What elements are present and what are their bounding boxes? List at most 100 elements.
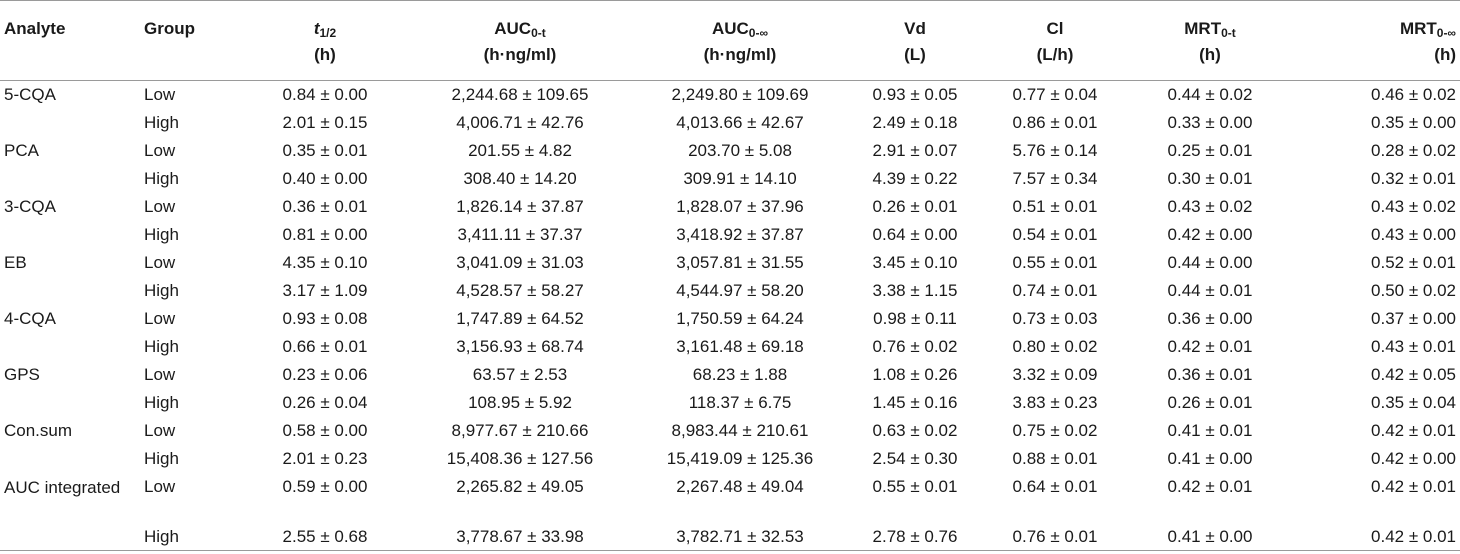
cell-auc-0inf: 2,249.80 ± 109.69 [671,85,809,104]
cell-auc-0t: 63.57 ± 2.53 [472,364,568,384]
cell-group: Low [144,308,176,328]
header-mrt-0t-main: MRT [1184,19,1222,38]
header-mrt-0t-sub: 0-t [1221,26,1236,40]
cell-mrt-0t: 0.36 ± 0.00 [1167,308,1253,328]
header-auc-0t: AUC0-t (h·ng/ml) [410,1,630,81]
cell-mrt-0t: 0.44 ± 0.02 [1167,85,1253,104]
cell-analyte: 3-CQA [4,196,56,216]
header-auc-0inf-sub: 0-∞ [748,26,769,40]
header-cl-main: Cl [1046,19,1064,38]
cell-analyte: PCA [4,140,39,160]
cell-auc-0t: 308.40 ± 14.20 [463,168,577,188]
cell-mrt-0inf: 0.43 ± 0.01 [1371,336,1456,356]
table-header: Analyte Group t1/2 (h) AUC0-t (h·ng/ml) … [0,0,1460,81]
cell-mrt-0t: 0.36 ± 0.01 [1167,364,1253,384]
cell-auc-0t: 2,244.68 ± 109.65 [451,85,589,104]
cell-mrt-0t: 0.42 ± 0.00 [1167,224,1253,244]
header-auc-0inf-main: AUC [711,19,749,38]
cell-auc-0t: 1,747.89 ± 64.52 [456,308,584,328]
header-auc-0t-title: AUC0-t [410,16,630,42]
header-mrt-0inf-sub: 0-∞ [1436,26,1456,40]
cell-group: High [144,392,179,412]
cell-analyte [0,389,140,417]
cell-t-half: 0.66 ± 0.01 [282,336,368,356]
table-row: 4-CQA Low 0.93 ± 0.08 1,747.89 ± 64.52 1… [0,305,1460,333]
cell-t-half: 0.59 ± 0.00 [282,476,368,496]
table-row: High 0.40 ± 0.00 308.40 ± 14.20 309.91 ±… [0,165,1460,193]
cell-analyte: EB [4,252,27,272]
cell-mrt-0inf: 0.52 ± 0.01 [1371,252,1456,272]
header-analyte: Analyte [0,1,140,81]
cell-t-half: 0.23 ± 0.06 [282,364,368,384]
cell-group: Low [144,364,176,384]
cell-mrt-0t: 0.44 ± 0.01 [1167,280,1253,300]
cell-cl: 0.86 ± 0.01 [1012,112,1098,132]
header-t-half-main: t [313,19,320,38]
table-row: GPS Low 0.23 ± 0.06 63.57 ± 2.53 68.23 ±… [0,361,1460,389]
cell-cl: 7.57 ± 0.34 [1012,168,1098,188]
cell-vd: 0.63 ± 0.02 [872,420,958,440]
cell-mrt-0inf: 0.35 ± 0.04 [1371,392,1456,412]
cell-vd: 0.98 ± 0.11 [873,308,957,328]
cell-mrt-0inf: 0.43 ± 0.02 [1371,196,1456,216]
cell-t-half: 0.58 ± 0.00 [282,420,368,440]
cell-t-half: 0.84 ± 0.00 [282,85,368,104]
cell-auc-0inf: 118.37 ± 6.75 [688,392,792,412]
cell-auc-0inf: 309.91 ± 14.10 [683,168,797,188]
cell-auc-0t: 15,408.36 ± 127.56 [446,448,594,468]
header-mrt-0inf: MRT0-∞ (h) [1290,1,1460,81]
cell-cl: 0.74 ± 0.01 [1012,280,1098,300]
cell-cl: 3.83 ± 0.23 [1012,392,1098,412]
cell-mrt-0t: 0.43 ± 0.02 [1167,196,1253,216]
cell-cl: 0.73 ± 0.03 [1012,308,1098,328]
cell-auc-0inf: 203.70 ± 5.08 [688,140,792,160]
header-mrt-0inf-title: MRT0-∞ [1290,16,1456,42]
cell-analyte [0,445,140,473]
cell-t-half: 0.35 ± 0.01 [282,140,368,160]
header-cl-unit: (L/h) [1036,45,1074,64]
header-vd: Vd (L) [850,1,980,81]
cell-cl: 0.88 ± 0.01 [1012,448,1098,468]
header-group: Group [140,1,240,81]
table-row: High 2.01 ± 0.15 4,006.71 ± 42.76 4,013.… [0,109,1460,137]
table-row: 5-CQA Low 0.84 ± 0.00 2,244.68 ± 109.65 … [0,81,1460,109]
header-mrt-0inf-unit: (h) [1434,45,1456,64]
table-row: 3-CQA Low 0.36 ± 0.01 1,826.14 ± 37.87 1… [0,193,1460,221]
cell-cl: 0.76 ± 0.01 [1012,526,1098,546]
table-row: High 3.17 ± 1.09 4,528.57 ± 58.27 4,544.… [0,277,1460,305]
header-group-label: Group [144,19,195,38]
cell-group: Low [144,140,176,160]
header-t-half-sub: 1/2 [319,26,337,40]
cell-auc-0inf: 68.23 ± 1.88 [692,364,788,384]
cell-vd: 2.78 ± 0.76 [872,526,958,546]
cell-vd: 0.64 ± 0.00 [872,224,958,244]
cell-mrt-0t: 0.33 ± 0.00 [1167,112,1253,132]
cell-auc-0t: 3,778.67 ± 33.98 [456,526,584,546]
cell-analyte: 4-CQA [4,308,56,328]
header-t-half-unit: (h) [314,45,336,64]
cell-group: High [144,280,179,300]
cell-vd: 0.26 ± 0.01 [872,196,958,216]
cell-vd: 2.49 ± 0.18 [872,112,958,132]
cell-auc-0inf: 1,750.59 ± 64.24 [676,308,804,328]
cell-t-half: 2.55 ± 0.68 [282,526,368,546]
cell-mrt-0t: 0.42 ± 0.01 [1167,476,1253,496]
cell-analyte: 5-CQA [4,85,56,104]
cell-mrt-0inf: 0.37 ± 0.00 [1371,308,1456,328]
cell-auc-0inf: 3,782.71 ± 32.53 [676,526,804,546]
cell-analyte [0,165,140,193]
cell-auc-0t: 201.55 ± 4.82 [468,140,572,160]
cell-analyte: AUC integrated [4,477,121,497]
cell-group: Low [144,476,176,496]
header-t-half-title: t1/2 [240,16,410,42]
table-row: High 0.26 ± 0.04 108.95 ± 5.92 118.37 ± … [0,389,1460,417]
cell-auc-0t: 2,265.82 ± 49.05 [456,476,584,496]
cell-vd: 2.91 ± 0.07 [872,140,958,160]
cell-cl: 0.54 ± 0.01 [1012,224,1098,244]
cell-cl: 0.55 ± 0.01 [1012,252,1098,272]
cell-auc-0inf: 4,544.97 ± 58.20 [676,280,804,300]
cell-auc-0t: 4,528.57 ± 58.27 [456,280,584,300]
header-auc-0t-unit: (h·ng/ml) [483,45,557,64]
cell-mrt-0inf: 0.42 ± 0.05 [1371,364,1456,384]
cell-auc-0inf: 1,828.07 ± 37.96 [676,196,804,216]
